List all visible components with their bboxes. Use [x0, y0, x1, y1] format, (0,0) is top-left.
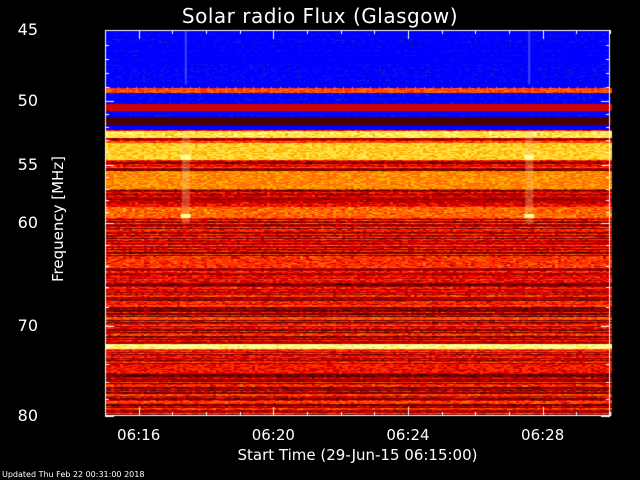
- y-tick-label: 70: [17, 316, 38, 336]
- y-tick-label: 55: [17, 154, 38, 174]
- y-tick-label: 45: [17, 20, 38, 39]
- x-tick-label: 06:16: [117, 426, 161, 444]
- x-tick-label: 06:28: [521, 426, 565, 444]
- y-axis-label: Frequency [MHz]: [49, 155, 67, 283]
- x-tick-label: 06:20: [251, 426, 295, 444]
- y-tick-label: 50: [17, 90, 38, 110]
- chart-title: Solar radio Flux (Glasgow): [181, 4, 459, 28]
- updated-timestamp: Updated Thu Feb 22 00:31:00 2018: [2, 470, 145, 479]
- x-tick-label: 06:24: [386, 426, 430, 444]
- y-tick-label: 60: [17, 213, 38, 232]
- y-tick-label: 80: [17, 406, 38, 425]
- x-axis-label: Start Time (29-Jun-15 06:15:00): [237, 446, 478, 464]
